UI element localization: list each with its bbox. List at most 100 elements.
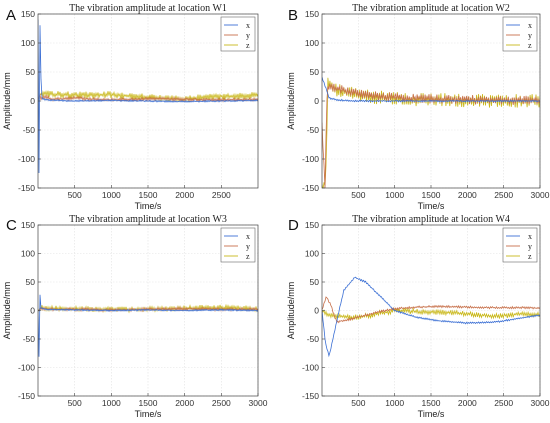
chart-panel-c: C The vibration amplitude at location W3 -… [2, 214, 268, 419]
series-group [322, 76, 540, 188]
legend-label-x: x [246, 232, 250, 241]
y-axis-label: Amplitude/mm [286, 72, 296, 130]
y-tick-label: -50 [307, 125, 320, 135]
series-group [38, 294, 258, 357]
y-tick-label: -150 [302, 391, 319, 401]
series-line-y [322, 296, 540, 324]
legend: xyz [220, 227, 256, 263]
legend-label-y: y [528, 242, 532, 251]
series-line-z [38, 89, 258, 103]
chart-title: The vibration amplitude at location W2 [352, 3, 510, 14]
y-axis-label: Amplitude/mm [2, 72, 12, 130]
legend-label-x: x [528, 21, 532, 30]
x-tick-label: 1000 [102, 398, 121, 408]
y-tick-label: 150 [21, 9, 35, 19]
x-tick-label: 1000 [385, 398, 404, 408]
series-line-x [38, 19, 258, 174]
y-tick-label: 100 [305, 249, 319, 259]
x-tick-label: 1500 [139, 398, 158, 408]
y-tick-label: 150 [305, 9, 319, 19]
legend: xyz [502, 227, 538, 263]
x-tick-label: 2500 [212, 190, 231, 200]
y-tick-label: -100 [18, 154, 35, 164]
series-group [38, 19, 258, 174]
x-tick-label: 500 [68, 190, 82, 200]
legend-label-z: z [246, 252, 250, 261]
series-line-x [38, 294, 258, 357]
y-tick-label: 0 [314, 306, 319, 316]
x-tick-label: 1500 [422, 190, 441, 200]
x-tick-label: 2500 [494, 398, 513, 408]
x-tick-label: 2000 [458, 190, 477, 200]
legend-label-z: z [528, 252, 532, 261]
y-tick-label: 150 [21, 220, 35, 230]
y-tick-label: 0 [314, 96, 319, 106]
x-tick-label: 3000 [249, 398, 268, 408]
y-tick-label: -100 [302, 363, 319, 373]
y-tick-label: 0 [30, 306, 35, 316]
y-tick-label: -100 [18, 363, 35, 373]
y-tick-label: 50 [26, 277, 36, 287]
chart-panel-a: A The vibration amplitude at location W1 -… [2, 3, 259, 211]
y-axis-label: Amplitude/mm [286, 282, 296, 340]
x-tick-label: 1000 [385, 190, 404, 200]
x-axis-label: Time/s [418, 201, 445, 211]
x-tick-label: 500 [68, 398, 82, 408]
legend-label-y: y [246, 242, 250, 251]
x-tick-label: 500 [351, 398, 365, 408]
x-tick-label: 1000 [102, 190, 121, 200]
x-tick-label: 2000 [458, 398, 477, 408]
y-tick-label: -50 [307, 334, 320, 344]
panel-label: A [6, 7, 16, 24]
series-group [322, 276, 540, 358]
x-tick-label: 2500 [494, 190, 513, 200]
y-tick-label: 50 [26, 67, 36, 77]
x-tick-label: 2000 [175, 398, 194, 408]
x-axis-label: Time/s [135, 201, 162, 211]
y-tick-label: 100 [21, 38, 35, 48]
chart-panel-b: B The vibration amplitude at location W2 -… [286, 3, 550, 211]
series-line-y [38, 93, 258, 103]
x-tick-label: 500 [351, 190, 365, 200]
y-tick-label: 100 [305, 38, 319, 48]
y-tick-label: 0 [30, 96, 35, 106]
legend-label-x: x [246, 21, 250, 30]
series-line-x [322, 276, 540, 358]
x-tick-label: 3000 [531, 398, 550, 408]
y-tick-label: 50 [310, 67, 320, 77]
chart-title: The vibration amplitude at location W1 [69, 3, 227, 14]
x-axis-label: Time/s [418, 409, 445, 419]
y-axis-label: Amplitude/mm [2, 282, 12, 340]
y-tick-label: -50 [23, 334, 36, 344]
chart-panel-d: D The vibration amplitude at location W4 -… [286, 214, 550, 419]
y-tick-label: -100 [302, 154, 319, 164]
x-tick-label: 2500 [212, 398, 231, 408]
legend: xyz [220, 16, 256, 52]
y-tick-label: -150 [302, 183, 319, 193]
series-line-x [322, 76, 540, 103]
x-tick-label: 1500 [422, 398, 441, 408]
y-tick-label: -50 [23, 125, 36, 135]
legend-label-x: x [528, 232, 532, 241]
legend-label-z: z [246, 41, 250, 50]
legend-label-y: y [528, 31, 532, 40]
y-tick-label: 50 [310, 277, 320, 287]
legend-label-y: y [246, 31, 250, 40]
legend-label-z: z [528, 41, 532, 50]
x-tick-label: 1500 [139, 190, 158, 200]
x-axis-label: Time/s [135, 409, 162, 419]
legend: xyz [502, 16, 538, 52]
y-tick-label: -150 [18, 183, 35, 193]
panel-label: C [6, 217, 17, 234]
panel-label: B [288, 7, 298, 24]
y-tick-label: 100 [21, 249, 35, 259]
chart-title: The vibration amplitude at location W3 [69, 214, 227, 225]
series-line-y [322, 83, 540, 188]
panel-label: D [288, 217, 299, 234]
series-line-z [322, 306, 540, 322]
x-tick-label: 2000 [175, 190, 194, 200]
x-tick-label: 3000 [531, 190, 550, 200]
y-tick-label: -150 [18, 391, 35, 401]
y-tick-label: 150 [305, 220, 319, 230]
